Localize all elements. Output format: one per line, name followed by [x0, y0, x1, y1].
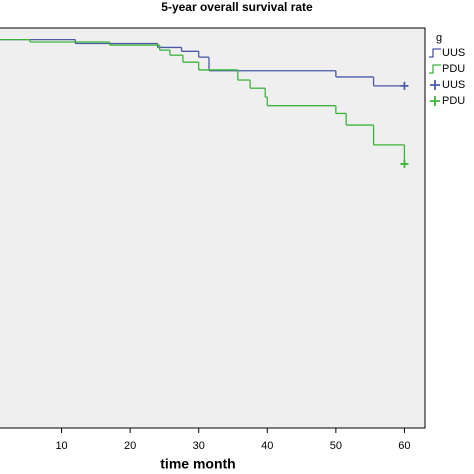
legend-label: UUS — [442, 47, 465, 59]
censor-mark — [400, 159, 409, 168]
x-tick-label: 40 — [261, 440, 273, 452]
x-tick-label: 60 — [398, 440, 410, 452]
legend-swatch — [429, 64, 441, 74]
legend-swatch — [429, 48, 441, 58]
chart-title: 5-year overall survival rate — [161, 0, 313, 14]
x-axis-title: time month — [160, 456, 235, 472]
legend-label: PDU — [442, 95, 465, 107]
x-tick-label: 50 — [330, 440, 342, 452]
legend-swatch — [430, 80, 440, 90]
legend-title: g — [436, 32, 442, 44]
legend-label: PDU — [442, 63, 465, 75]
x-tick-label: 20 — [124, 440, 136, 452]
plot-area — [0, 27, 426, 429]
x-tick-label: 10 — [55, 440, 67, 452]
legend-swatch — [430, 96, 440, 106]
x-tick-label: 30 — [193, 440, 205, 452]
censor-mark — [400, 81, 409, 90]
legend-label: UUS — [442, 79, 465, 91]
